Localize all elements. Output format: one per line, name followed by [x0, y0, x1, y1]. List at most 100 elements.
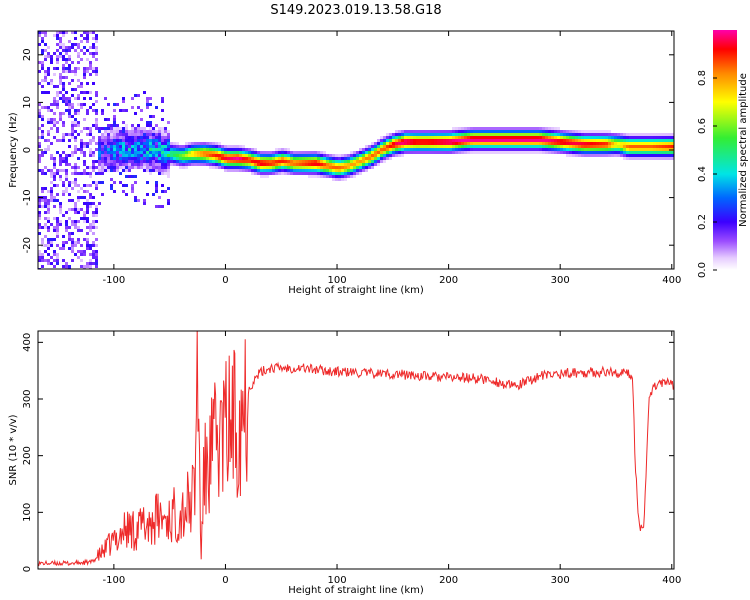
- heatmap-cell: [62, 214, 65, 217]
- heatmap-cell: [86, 238, 89, 241]
- heatmap-cell: [356, 169, 359, 172]
- heatmap-cell: [458, 133, 461, 136]
- heatmap-cell: [152, 193, 155, 196]
- heatmap-cell: [227, 157, 230, 160]
- heatmap-cell: [98, 136, 101, 139]
- heatmap-cell: [632, 157, 635, 160]
- heatmap-cell: [77, 61, 80, 64]
- heatmap-cell: [131, 163, 134, 166]
- heatmap-cell: [251, 154, 254, 157]
- heatmap-cell: [44, 166, 47, 169]
- heatmap-cell: [488, 145, 491, 148]
- heatmap-cell: [59, 160, 62, 163]
- heatmap-cell: [611, 145, 614, 148]
- heatmap-cell: [599, 133, 602, 136]
- heatmap-cell: [551, 145, 554, 148]
- heatmap-cell: [41, 265, 44, 268]
- heatmap-cell: [167, 166, 170, 169]
- heatmap-cell: [71, 238, 74, 241]
- heatmap-cell: [50, 196, 53, 199]
- heatmap-cell: [383, 139, 386, 142]
- heatmap-cell: [476, 127, 479, 130]
- heatmap-cell: [608, 139, 611, 142]
- heatmap-cell: [134, 130, 137, 133]
- chart-title: S149.2023.019.13.58.G18: [270, 3, 441, 18]
- heatmap-cell: [440, 136, 443, 139]
- heatmap-cell: [164, 157, 167, 160]
- heatmap-cell: [422, 142, 425, 145]
- heatmap-cell: [380, 154, 383, 157]
- heatmap-cell: [467, 148, 470, 151]
- heatmap-cell: [374, 163, 377, 166]
- heatmap-cell: [182, 145, 185, 148]
- heatmap-cell: [41, 37, 44, 40]
- heatmap-cell: [539, 142, 542, 145]
- heatmap-cell: [59, 37, 62, 40]
- heatmap-cell: [515, 127, 518, 130]
- heatmap-cell: [596, 139, 599, 142]
- heatmap-cell: [77, 172, 80, 175]
- heatmap-cell: [56, 151, 59, 154]
- heatmap-cell: [362, 151, 365, 154]
- heatmap-cell: [89, 148, 92, 151]
- heatmap-cell: [140, 127, 143, 130]
- heatmap-cell: [98, 127, 101, 130]
- heatmap-cell: [596, 133, 599, 136]
- heatmap-cell: [317, 163, 320, 166]
- heatmap-cell: [209, 148, 212, 151]
- heatmap-cell: [68, 115, 71, 118]
- heatmap-cell: [518, 148, 521, 151]
- heatmap-cell: [668, 145, 671, 148]
- heatmap-cell: [353, 175, 356, 178]
- heatmap-cell: [68, 235, 71, 238]
- heatmap-cell: [164, 160, 167, 163]
- heatmap-cell: [242, 145, 245, 148]
- heatmap-cell: [320, 175, 323, 178]
- heatmap-cell: [62, 265, 65, 268]
- heatmap-cell: [590, 130, 593, 133]
- heatmap-cell: [125, 148, 128, 151]
- heatmap-cell: [662, 151, 665, 154]
- heatmap-cell: [92, 160, 95, 163]
- heatmap-cell: [83, 196, 86, 199]
- heatmap-cell: [53, 217, 56, 220]
- heatmap-cell: [275, 154, 278, 157]
- heatmap-cell: [155, 142, 158, 145]
- heatmap-cell: [128, 133, 131, 136]
- heatmap-cell: [548, 130, 551, 133]
- heatmap-cell: [146, 151, 149, 154]
- heatmap-cell: [98, 160, 101, 163]
- heatmap-cell: [68, 154, 71, 157]
- heatmap-cell: [50, 154, 53, 157]
- heatmap-cell: [71, 208, 74, 211]
- heatmap-cell: [491, 151, 494, 154]
- heatmap-cell: [71, 220, 74, 223]
- heatmap-cell: [68, 58, 71, 61]
- heatmap-cell: [332, 166, 335, 169]
- heatmap-cell: [590, 142, 593, 145]
- heatmap-cell: [635, 148, 638, 151]
- heatmap-cell: [164, 145, 167, 148]
- x-tick-label: 400: [662, 275, 681, 286]
- heatmap-cell: [599, 130, 602, 133]
- heatmap-cell: [74, 184, 77, 187]
- heatmap-cell: [626, 154, 629, 157]
- heatmap-cell: [107, 169, 110, 172]
- heatmap-cell: [311, 172, 314, 175]
- heatmap-cell: [83, 52, 86, 55]
- heatmap-cell: [89, 244, 92, 247]
- heatmap-cell: [92, 232, 95, 235]
- heatmap-cell: [86, 40, 89, 43]
- heatmap-cell: [236, 163, 239, 166]
- heatmap-cell: [326, 172, 329, 175]
- heatmap-cell: [233, 157, 236, 160]
- heatmap-cell: [86, 127, 89, 130]
- heatmap-cell: [449, 139, 452, 142]
- heatmap-cell: [161, 142, 164, 145]
- heatmap-cell: [56, 229, 59, 232]
- heatmap-cell: [200, 145, 203, 148]
- heatmap-cell: [131, 190, 134, 193]
- heatmap-cell: [500, 148, 503, 151]
- heatmap-cell: [101, 154, 104, 157]
- heatmap-cell: [413, 145, 416, 148]
